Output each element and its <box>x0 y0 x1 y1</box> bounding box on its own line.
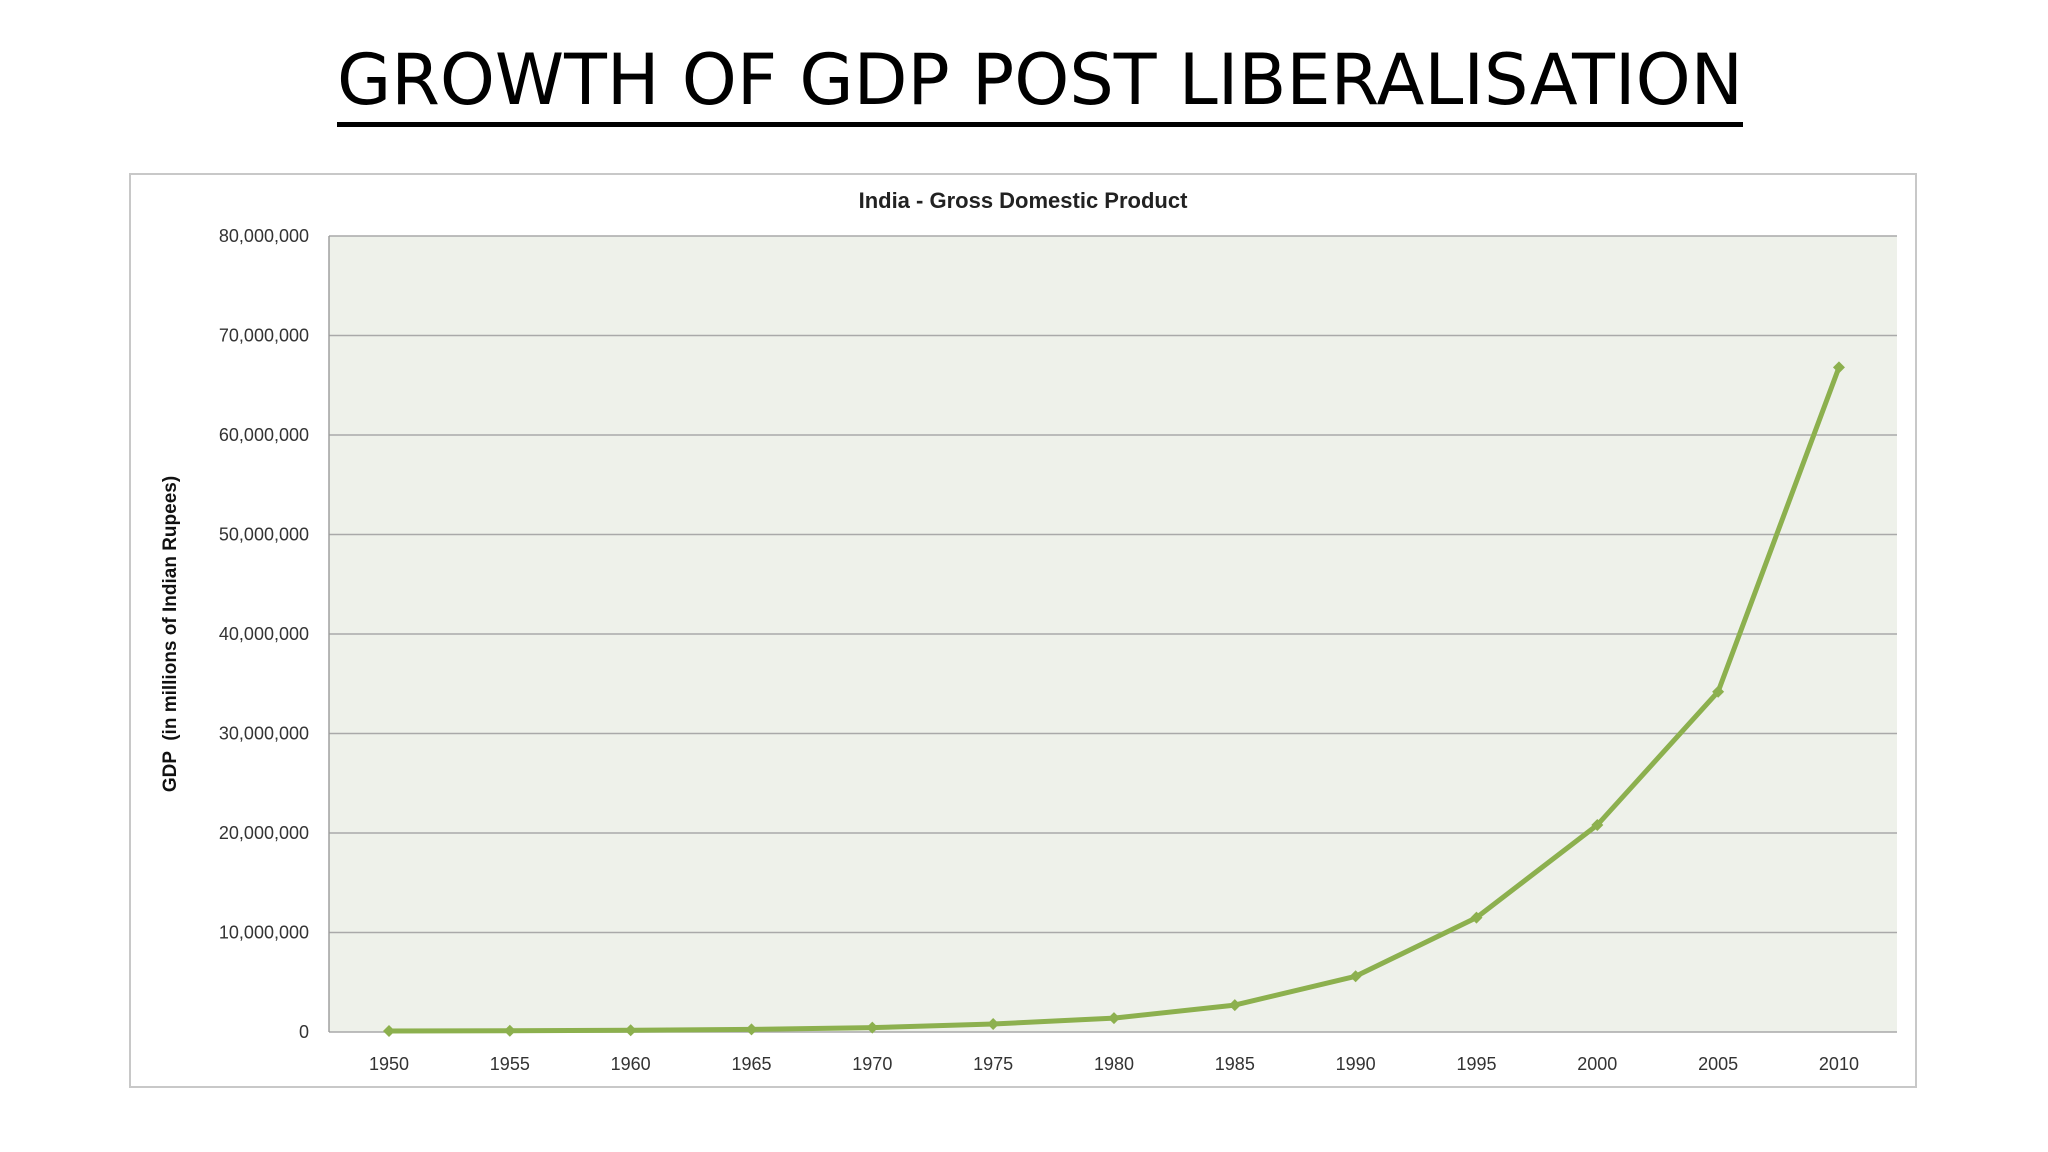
y-tick-label: 50,000,000 <box>219 525 309 545</box>
x-tick-label: 1990 <box>1336 1054 1376 1074</box>
y-tick-label: 30,000,000 <box>219 724 309 744</box>
y-axis-label: GDP (in millions of Indian Rupees) <box>160 476 181 792</box>
x-tick-label: 2000 <box>1577 1054 1617 1074</box>
data-point <box>1591 819 1604 832</box>
slide-title-text: GROWTH OF GDP POST LIBERALISATION <box>336 38 1744 127</box>
y-tick-label: 60,000,000 <box>219 425 309 445</box>
data-point <box>624 1024 637 1037</box>
x-tick-label: 1965 <box>731 1054 771 1074</box>
x-tick-label: 1980 <box>1094 1054 1134 1074</box>
x-tick-label: 1975 <box>973 1054 1013 1074</box>
data-point <box>1349 970 1362 983</box>
chart-title: India - Gross Domestic Product <box>859 188 1189 213</box>
data-point <box>1228 999 1241 1012</box>
y-tick-label: 70,000,000 <box>219 326 309 346</box>
y-tick-label: 80,000,000 <box>219 226 309 246</box>
x-tick-label: 1950 <box>369 1054 409 1074</box>
data-point <box>987 1018 1000 1031</box>
x-tick-label: 1995 <box>1456 1054 1496 1074</box>
data-point <box>866 1021 879 1034</box>
x-tick-label: 2005 <box>1698 1054 1738 1074</box>
slide-title: GROWTH OF GDP POST LIBERALISATION <box>0 38 2048 127</box>
y-tick-label: 10,000,000 <box>219 923 309 943</box>
x-tick-label: 2010 <box>1819 1054 1859 1074</box>
y-tick-label: 20,000,000 <box>219 823 309 843</box>
x-tick-label: 1985 <box>1215 1054 1255 1074</box>
y-tick-label: 0 <box>299 1022 309 1042</box>
data-point <box>1470 911 1483 924</box>
x-tick-label: 1970 <box>852 1054 892 1074</box>
data-point <box>1712 685 1725 698</box>
data-point <box>383 1025 395 1038</box>
x-tick-label: 1960 <box>611 1054 651 1074</box>
y-tick-label: 40,000,000 <box>219 624 309 644</box>
data-point <box>1832 361 1845 374</box>
data-point <box>503 1024 516 1037</box>
data-point <box>745 1023 758 1036</box>
x-tick-label: 1955 <box>490 1054 530 1074</box>
data-point <box>1107 1012 1120 1025</box>
